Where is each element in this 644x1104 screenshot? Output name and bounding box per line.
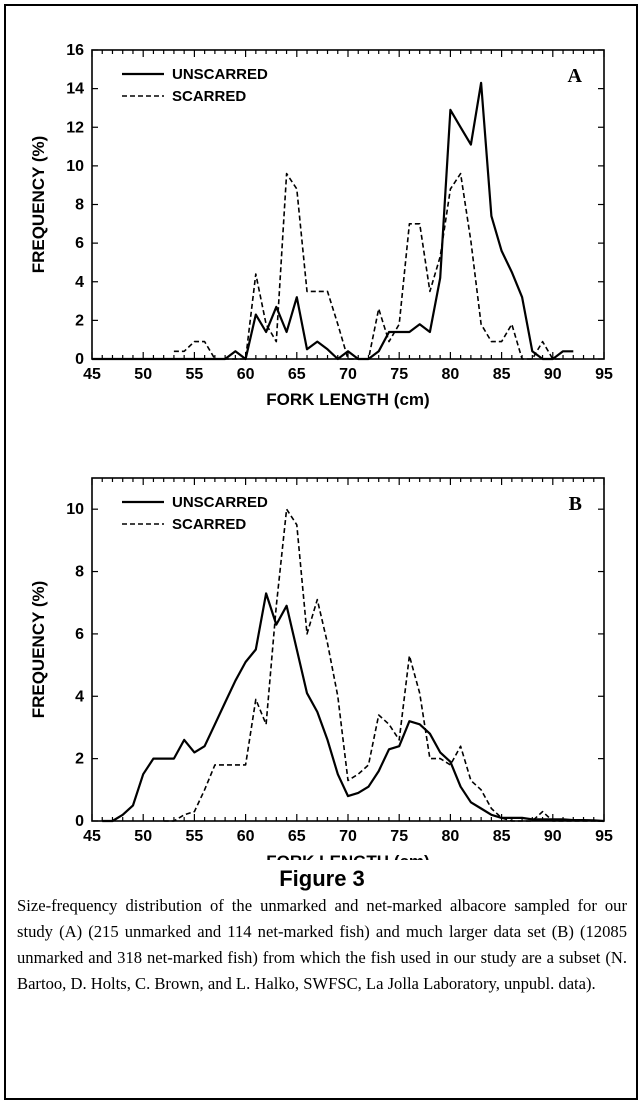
x-tick-label: 55 <box>186 366 204 383</box>
x-tick-label: 60 <box>237 828 255 845</box>
x-tick-label: 65 <box>288 366 306 383</box>
y-tick-label: 2 <box>75 312 84 329</box>
x-tick-label: 90 <box>544 366 562 383</box>
y-tick-label: 6 <box>75 235 84 252</box>
panel-letter: B <box>569 493 582 515</box>
series-line-scarred <box>173 172 563 360</box>
y-axis-title: FREQUENCY (%) <box>29 581 48 719</box>
y-tick-label: 8 <box>75 564 84 581</box>
y-tick-label: 6 <box>75 626 84 643</box>
y-tick-label: 14 <box>66 81 84 98</box>
legend-label: SCARRED <box>172 88 246 105</box>
x-tick-label: 60 <box>237 366 255 383</box>
x-tick-label: 50 <box>134 366 152 383</box>
x-tick-label: 75 <box>390 366 408 383</box>
x-tick-label: 80 <box>442 366 460 383</box>
y-tick-label: 0 <box>75 351 84 368</box>
x-tick-label: 95 <box>595 366 613 383</box>
y-tick-label: 0 <box>75 813 84 830</box>
x-tick-label: 95 <box>595 828 613 845</box>
figure-title: Figure 3 <box>279 866 365 891</box>
x-tick-label: 75 <box>390 828 408 845</box>
x-axis-title: FORK LENGTH (cm) <box>266 390 429 409</box>
y-tick-label: 2 <box>75 751 84 768</box>
y-axis-title: FREQUENCY (%) <box>29 136 48 274</box>
y-tick-label: 10 <box>66 158 84 175</box>
x-tick-label: 70 <box>339 366 357 383</box>
chart-a: 45 50 55 60 65 70 75 80 85 90 95 0 2 4 6 8 10 12 14 16 FORK … <box>29 42 613 409</box>
x-axis-title: FORK LENGTH (cm) <box>266 852 429 860</box>
y-tick-label: 4 <box>75 688 84 705</box>
legend-label: UNSCARRED <box>172 494 268 511</box>
y-tick-label: 8 <box>75 197 84 214</box>
plot-area <box>91 477 605 822</box>
x-tick-label: 45 <box>83 828 101 845</box>
x-tick-label: 90 <box>544 828 562 845</box>
x-tick-label: 65 <box>288 828 306 845</box>
x-tick-label: 45 <box>83 366 101 383</box>
y-tick-label: 12 <box>66 119 84 136</box>
y-tick-label: 16 <box>66 42 84 59</box>
series-line-unscarred <box>92 81 574 361</box>
figure-caption: Size-frequency distribution of the unmar… <box>17 896 627 993</box>
chart-b: 45 50 55 60 65 70 75 80 85 90 95 0 2 4 6 8 10 FORK LENGTH… <box>29 477 613 860</box>
x-tick-label: 80 <box>442 828 460 845</box>
figure-frame <box>4 4 638 1100</box>
y-tick-label: 4 <box>75 274 84 291</box>
x-tick-label: 70 <box>339 828 357 845</box>
panel-letter: A <box>568 65 583 87</box>
plot-area <box>91 49 605 360</box>
x-tick-label: 55 <box>186 828 204 845</box>
legend-label: SCARRED <box>172 516 246 533</box>
x-tick-label: 85 <box>493 828 511 845</box>
series-line-scarred <box>163 508 604 822</box>
x-tick-label: 85 <box>493 366 511 383</box>
series-line-unscarred <box>102 592 605 823</box>
legend-label: UNSCARRED <box>172 66 268 83</box>
x-tick-label: 50 <box>134 828 152 845</box>
y-tick-label: 10 <box>66 501 84 518</box>
